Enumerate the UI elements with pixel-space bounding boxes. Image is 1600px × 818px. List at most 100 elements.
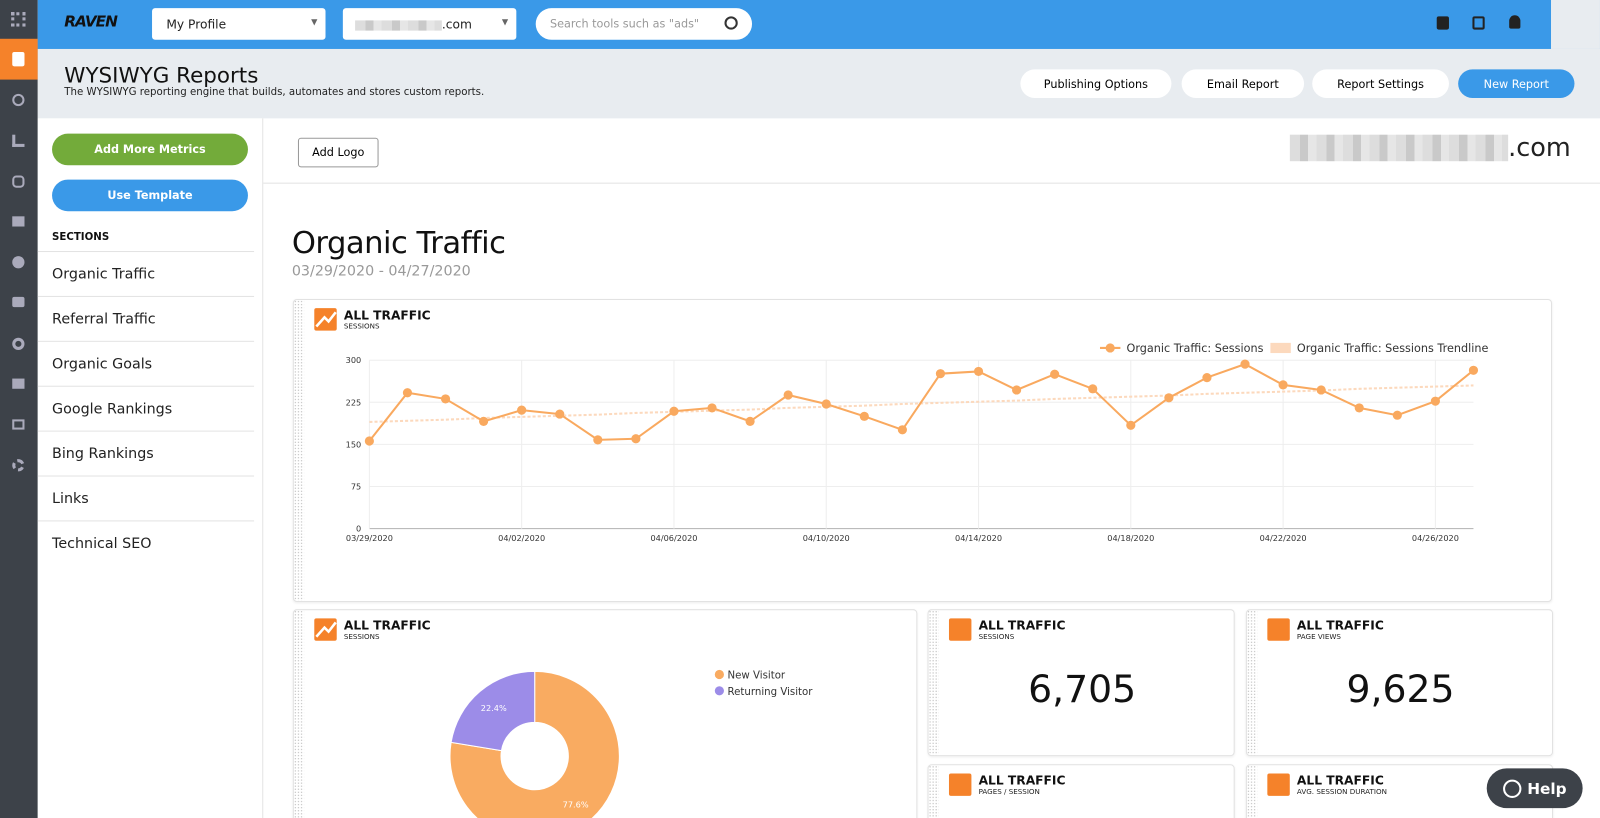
header-button[interactable]: Publishing Options xyxy=(1020,69,1172,98)
slice-label: 22.4% xyxy=(481,703,507,713)
data-point xyxy=(402,388,413,398)
data-point xyxy=(1354,403,1364,413)
add-metrics-button[interactable]: Add More Metrics xyxy=(52,133,248,166)
logo[interactable]: RAVEN xyxy=(64,12,118,31)
ga-icon-line xyxy=(315,311,337,328)
legend-label: New Visitor xyxy=(728,671,786,682)
nav-icon[interactable] xyxy=(12,175,25,188)
x-tick-label: 03/29/2020 xyxy=(346,533,393,543)
section-item[interactable]: Technical SEO xyxy=(37,520,255,565)
nav-icon[interactable] xyxy=(12,419,25,430)
help-text: Help xyxy=(1527,779,1567,798)
kpi-subtitle: PAGE VIEWS xyxy=(1296,632,1341,641)
header-button[interactable]: Report Settings xyxy=(1312,69,1449,98)
nav-icon[interactable] xyxy=(12,216,25,227)
domain-select[interactable]: .com ▼ xyxy=(342,8,517,40)
legend-swatch xyxy=(714,669,724,680)
select-text: .com xyxy=(441,17,472,32)
data-point xyxy=(517,405,527,415)
tasks-icon[interactable] xyxy=(1472,16,1485,30)
chart-subtitle: SESSIONS xyxy=(344,632,380,641)
help-button[interactable]: Help xyxy=(1486,768,1583,809)
header-button[interactable]: Email Report xyxy=(1181,69,1305,98)
nav-icon[interactable] xyxy=(12,256,25,269)
search-box[interactable]: Search tools such as "ads" xyxy=(535,8,753,40)
card-strip xyxy=(928,765,939,818)
data-point xyxy=(1012,385,1022,395)
data-point xyxy=(593,435,603,445)
trendline xyxy=(369,384,1474,423)
data-point xyxy=(897,425,907,435)
kpi-value: 9,625 xyxy=(1346,667,1455,712)
x-tick-label: 04/22/2020 xyxy=(1260,533,1307,543)
date-range: 03/29/2020 - 04/27/2020 xyxy=(291,263,471,280)
ga-icon xyxy=(948,618,972,641)
y-tick-label: 75 xyxy=(351,482,361,492)
kpi-value: 6,705 xyxy=(1028,667,1137,712)
top-bar: RAVEN My Profile ▼ .com ▼ Search tools suc… xyxy=(37,0,1600,49)
nav-icon[interactable] xyxy=(12,296,25,308)
add-logo-button[interactable]: Add Logo xyxy=(297,137,379,168)
nav-icon[interactable] xyxy=(12,337,25,350)
section-item[interactable]: Organic Traffic xyxy=(37,251,255,296)
x-tick-label: 04/10/2020 xyxy=(803,533,850,543)
nav-icon[interactable] xyxy=(11,12,26,27)
data-point xyxy=(1240,359,1250,369)
kpi-subtitle: SESSIONS xyxy=(978,632,1015,641)
nav-icon[interactable] xyxy=(12,93,25,107)
ga-icon-line xyxy=(315,621,337,638)
contacts-icon[interactable] xyxy=(1436,16,1449,30)
card-strip xyxy=(928,610,939,756)
pie-slice xyxy=(450,670,536,752)
page-subtitle: The WYSIWYG reporting engine that builds… xyxy=(64,86,485,98)
pie-slice xyxy=(449,670,620,818)
data-point xyxy=(364,436,374,446)
chart-title: ALL TRAFFIC xyxy=(344,619,431,633)
y-tick-label: 150 xyxy=(346,439,362,449)
legend-label: Organic Traffic: Sessions xyxy=(1127,342,1264,355)
nav-icon[interactable] xyxy=(12,378,25,389)
chart-title: ALL TRAFFIC xyxy=(344,308,431,322)
data-point xyxy=(707,403,717,413)
data-point xyxy=(973,366,984,377)
data-point xyxy=(1088,384,1098,394)
kpi-title: ALL TRAFFIC xyxy=(1296,773,1384,788)
nav-icon[interactable] xyxy=(12,459,25,472)
page-header: WYSIWYG Reports The WYSIWYG reporting en… xyxy=(37,48,1600,119)
card-strip xyxy=(1246,610,1258,756)
x-tick-label: 04/06/2020 xyxy=(650,533,697,543)
data-point xyxy=(440,394,451,404)
section-item[interactable]: Bing Rankings xyxy=(37,430,255,476)
section-item[interactable]: Organic Goals xyxy=(37,340,255,386)
avatar[interactable] xyxy=(1551,0,1600,49)
kpi-card: ALL TRAFFIC PAGE VIEWS 9,625 xyxy=(1245,609,1554,757)
page-title: WYSIWYG Reports xyxy=(64,63,259,88)
nav-icon[interactable] xyxy=(12,134,25,147)
pie-card: ALL TRAFFIC SESSIONS 77.6% New Visitor 22.4%… xyxy=(292,609,918,818)
data-point xyxy=(555,409,565,419)
section-heading: Organic Traffic xyxy=(291,225,506,262)
legend-swatch xyxy=(1270,342,1291,354)
data-point xyxy=(1430,396,1440,406)
x-tick-label: 04/26/2020 xyxy=(1412,533,1459,543)
nav-active[interactable] xyxy=(0,38,38,80)
select-text: My Profile xyxy=(166,17,227,32)
use-template-button[interactable]: Use Template xyxy=(52,179,248,212)
section-item[interactable]: Links xyxy=(37,475,255,521)
data-point xyxy=(1202,373,1212,383)
notifications-icon[interactable] xyxy=(1509,15,1521,29)
left-nav xyxy=(0,0,38,818)
data-point xyxy=(1050,369,1060,379)
profile-select[interactable]: My Profile ▼ xyxy=(152,8,326,40)
section-item[interactable]: Google Rankings xyxy=(37,385,255,431)
section-item[interactable]: Referral Traffic xyxy=(37,295,255,341)
series-line xyxy=(368,363,1475,442)
slice-label: 77.6% xyxy=(563,799,589,809)
kpi-card: ALL TRAFFIC PAGES / SESSION xyxy=(927,764,1235,818)
data-point xyxy=(1278,380,1288,390)
header-button[interactable]: New Report xyxy=(1458,69,1575,98)
